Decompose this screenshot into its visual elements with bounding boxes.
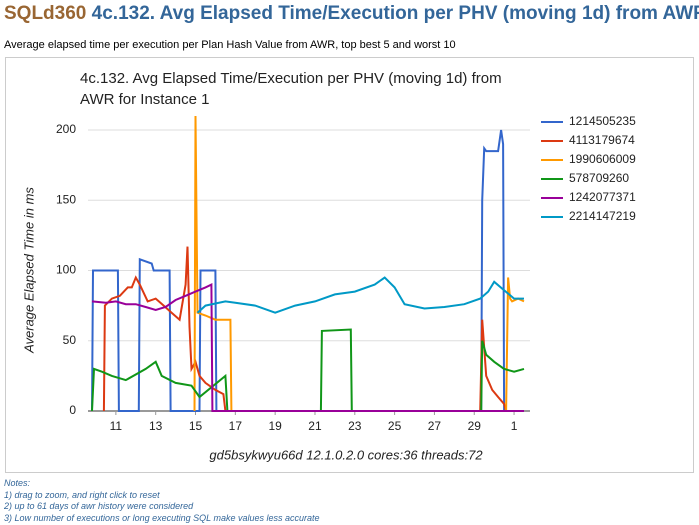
notes: Notes: 1) drag to zoom, and right click … xyxy=(4,478,320,524)
y-tick-label: 0 xyxy=(69,403,76,417)
description: Average elapsed time per execution per P… xyxy=(4,39,456,51)
header: SQLd360 4c.132. Avg Elapsed Time/Executi… xyxy=(4,3,699,25)
x-tick-label: 15 xyxy=(189,419,203,433)
y-tick-label: 50 xyxy=(63,333,77,347)
y-tick-label: 150 xyxy=(56,192,76,206)
chart-border xyxy=(5,57,694,473)
note: 2) up to 61 days of awr history were con… xyxy=(4,501,194,511)
brand: SQLd360 xyxy=(4,3,87,24)
y-axis-label: Average Elapsed Time in ms xyxy=(21,187,36,354)
legend-label: 1990606009 xyxy=(569,152,636,166)
note: 3) Low number of executions or long exec… xyxy=(4,512,320,523)
x-tick-label: 13 xyxy=(149,419,163,433)
x-tick-label: 21 xyxy=(308,419,322,433)
series-line xyxy=(505,277,525,412)
legend-label: 1214505235 xyxy=(569,114,636,128)
legend-label: 1242077371 xyxy=(569,190,636,204)
x-tick-label: 1 xyxy=(511,419,518,433)
x-tick-label: 23 xyxy=(348,419,362,433)
series-line xyxy=(196,276,524,314)
y-tick-label: 200 xyxy=(56,122,76,136)
x-tick-label: 29 xyxy=(468,419,482,433)
y-tick-label: 100 xyxy=(56,263,76,277)
x-axis-label: gd5bsykwyu66d 12.1.0.2.0 cores:36 thread… xyxy=(209,447,483,462)
header-title: 4c.132. Avg Elapsed Time/Execution per P… xyxy=(91,3,699,24)
series-line xyxy=(479,319,508,412)
series-line xyxy=(91,328,525,412)
note: 1) drag to zoom, and right click to rese… xyxy=(4,489,160,500)
notes-heading: Notes: xyxy=(4,478,31,488)
series-line xyxy=(193,116,233,412)
chart-title: 4c.132. Avg Elapsed Time/Execution per P… xyxy=(80,70,502,108)
x-tick-label: 17 xyxy=(229,419,243,433)
x-tick-label: 19 xyxy=(268,419,282,433)
series-line xyxy=(102,246,227,412)
x-tick-label: 27 xyxy=(428,419,442,433)
x-tick-label: 11 xyxy=(110,419,123,433)
series-line xyxy=(91,129,507,412)
x-tick-label: 25 xyxy=(388,419,402,433)
legend-label: 578709260 xyxy=(569,171,629,185)
series-line xyxy=(91,283,524,412)
legend-label: 2214147219 xyxy=(569,209,636,223)
legend-label: 4113179674 xyxy=(569,133,635,147)
